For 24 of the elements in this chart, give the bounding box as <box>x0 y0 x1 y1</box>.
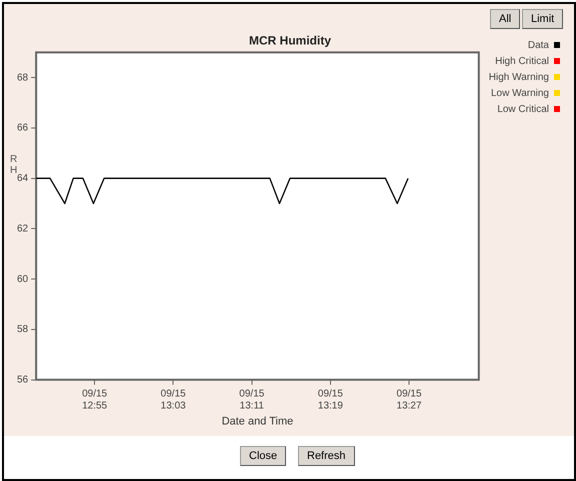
x-tick-label: 09/15 12:55 <box>82 388 108 412</box>
y-tick-label: 60 <box>17 274 29 285</box>
legend-label: High Warning <box>488 72 549 83</box>
x-axis-title: Date and Time <box>222 415 294 428</box>
y-tick-label: 68 <box>17 72 29 84</box>
button[interactable]: All <box>490 9 520 29</box>
x-tick-label: 09/15 13:19 <box>318 388 344 412</box>
y-tick-label: 64 <box>17 173 29 184</box>
button[interactable]: Limit <box>522 9 564 29</box>
button[interactable]: Refresh <box>298 446 355 466</box>
legend-label: Low Warning <box>491 88 549 99</box>
legend-label: Data <box>528 40 550 51</box>
y-tick-label: 56 <box>17 374 29 386</box>
x-tick-label: 09/15 13:27 <box>396 388 422 412</box>
y-tick-label: 66 <box>17 122 29 134</box>
y-tick-label: 62 <box>17 223 29 234</box>
legend-label: Low Critical <box>497 104 549 115</box>
y-tick-label: 58 <box>17 324 29 336</box>
y-axis-title: RH <box>10 154 18 176</box>
chart-title: MCR Humidity <box>249 34 332 48</box>
x-tick-label: 09/15 13:11 <box>239 388 265 412</box>
button[interactable]: Close <box>240 446 286 466</box>
x-tick-label: 09/15 13:03 <box>160 388 186 412</box>
legend-label: High Critical <box>495 56 549 67</box>
